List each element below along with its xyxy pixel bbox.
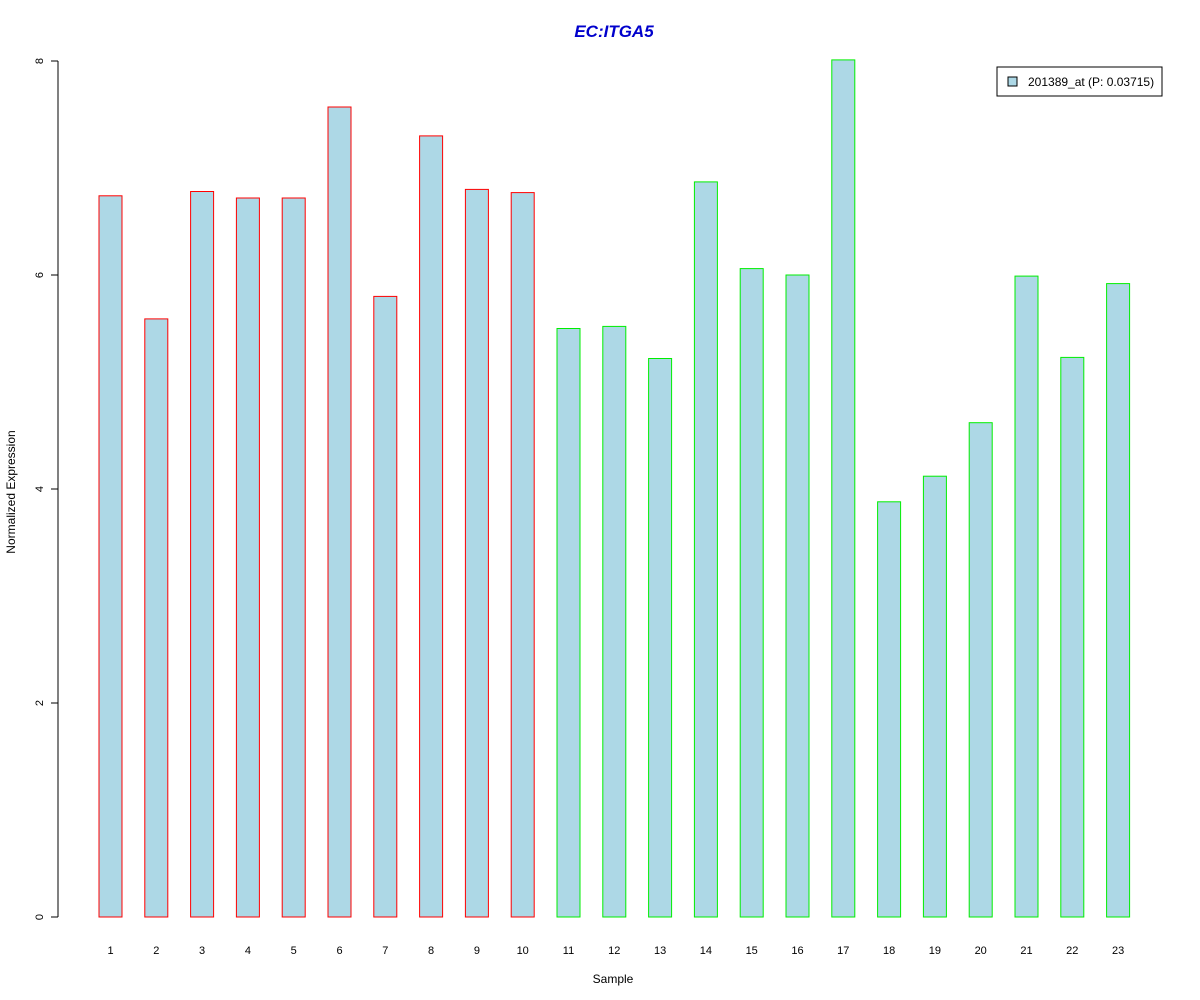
x-tick-label: 6 bbox=[336, 945, 342, 957]
x-tick-label: 22 bbox=[1066, 945, 1078, 957]
bar bbox=[510, 192, 535, 918]
x-tick-label: 9 bbox=[474, 945, 480, 957]
legend-label: 201389_at (P: 0.03715) bbox=[1028, 75, 1154, 89]
legend: 201389_at (P: 0.03715) bbox=[996, 66, 1163, 97]
bar bbox=[419, 135, 444, 918]
x-tick-label: 12 bbox=[608, 945, 620, 957]
y-tick-label: 8 bbox=[34, 58, 46, 64]
bars bbox=[98, 59, 1131, 918]
x-tick-label: 3 bbox=[199, 945, 205, 957]
x-tick-label: 16 bbox=[791, 945, 803, 957]
bar bbox=[877, 501, 902, 918]
bar bbox=[556, 328, 581, 918]
x-tick-label: 2 bbox=[153, 945, 159, 957]
bar bbox=[464, 188, 489, 918]
x-tick-label: 14 bbox=[700, 945, 712, 957]
bar bbox=[190, 191, 215, 918]
x-tick-label: 13 bbox=[654, 945, 666, 957]
bar bbox=[1060, 356, 1085, 918]
x-tick-label: 1 bbox=[107, 945, 113, 957]
x-tick-label: 18 bbox=[883, 945, 895, 957]
bar bbox=[922, 475, 947, 918]
bar bbox=[144, 318, 169, 918]
x-tick-label: 19 bbox=[929, 945, 941, 957]
x-tick-label: 15 bbox=[746, 945, 758, 957]
bar bbox=[648, 358, 673, 918]
x-tick-label: 4 bbox=[245, 945, 251, 957]
bar bbox=[235, 197, 260, 918]
legend-box bbox=[996, 66, 1163, 97]
bar bbox=[831, 59, 856, 918]
y-axis-title: Normalized Expression bbox=[4, 430, 18, 553]
x-axis-title: Sample bbox=[593, 972, 634, 986]
bar bbox=[968, 422, 993, 918]
bar bbox=[739, 268, 764, 918]
bar bbox=[1106, 283, 1131, 918]
bar bbox=[281, 197, 306, 918]
bar bbox=[785, 274, 810, 918]
x-tick-label: 20 bbox=[975, 945, 987, 957]
y-tick-label: 6 bbox=[34, 272, 46, 278]
y-tick-label: 0 bbox=[34, 914, 46, 920]
chart-title: EC:ITGA5 bbox=[574, 22, 654, 41]
bar bbox=[373, 295, 398, 918]
bar bbox=[1014, 275, 1039, 918]
x-tick-label: 17 bbox=[837, 945, 849, 957]
bar bbox=[602, 325, 627, 918]
y-tick-label: 2 bbox=[34, 700, 46, 706]
y-tick-label: 4 bbox=[34, 486, 46, 492]
bar bbox=[98, 195, 123, 918]
bar bbox=[327, 106, 352, 918]
legend-swatch bbox=[1007, 76, 1018, 87]
x-tick-label: 23 bbox=[1112, 945, 1124, 957]
x-tick-label: 11 bbox=[563, 945, 574, 957]
x-tick-label: 21 bbox=[1020, 945, 1032, 957]
x-tick-label: 10 bbox=[517, 945, 529, 957]
x-tick-label: 7 bbox=[382, 945, 388, 957]
x-tick-label: 5 bbox=[291, 945, 297, 957]
x-axis-tick-labels: 1 2 3 4 5 6 7 8 9 10 11 12 13 14 15 16 17 18 19 20 21 22 23 bbox=[107, 945, 1124, 957]
bar bbox=[693, 181, 718, 918]
x-tick-label: 8 bbox=[428, 945, 434, 957]
y-axis-ticks: 0 2 4 6 8 bbox=[34, 58, 58, 920]
